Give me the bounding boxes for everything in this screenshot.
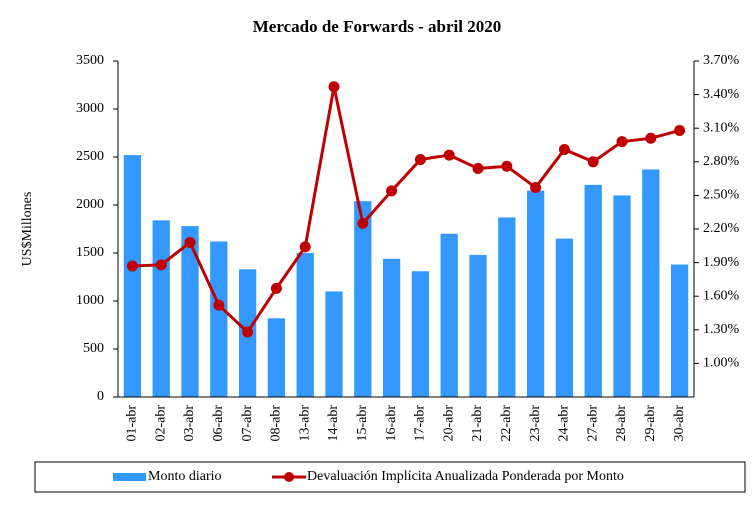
y2-tick-label: 1.60% <box>703 288 740 303</box>
y-tick-label: 0 <box>97 389 104 404</box>
x-tick-label: 16-abr <box>384 405 399 442</box>
line-marker <box>155 259 167 271</box>
line-marker <box>299 241 311 253</box>
y2-tick-label: 3.40% <box>703 87 740 102</box>
bar <box>152 220 170 397</box>
y2-tick-label: 1.90% <box>703 255 740 270</box>
line-marker <box>530 182 542 194</box>
x-tick-label: 03-abr <box>182 405 197 442</box>
legend-box <box>34 461 746 493</box>
y2-tick-label: 1.30% <box>703 322 740 337</box>
y-tick-label: 3000 <box>76 101 104 116</box>
line-marker <box>414 154 426 166</box>
x-tick-label: 27-abr <box>585 405 600 442</box>
legend-swatch <box>113 473 146 481</box>
x-tick-label: 30-abr <box>672 405 687 442</box>
bar <box>181 226 199 397</box>
y-tick-label: 2500 <box>76 149 104 164</box>
bar <box>382 258 401 397</box>
x-tick-label: 21-abr <box>470 405 485 442</box>
y2-tick-label: 3.10% <box>703 120 740 135</box>
bar <box>642 169 660 397</box>
x-tick-label: 02-abr <box>153 405 168 442</box>
y-tick-label: 1000 <box>76 293 104 308</box>
bar <box>354 201 372 397</box>
bar <box>267 318 286 397</box>
line-marker <box>184 236 196 248</box>
bar <box>670 264 689 397</box>
y-tick-label: 2000 <box>76 197 104 212</box>
bar <box>210 241 228 397</box>
bar <box>123 155 142 397</box>
line-marker <box>443 149 455 161</box>
y2-tick-label: 2.20% <box>703 221 740 236</box>
line-marker <box>501 160 513 172</box>
line-marker <box>587 156 599 168</box>
line-marker <box>357 217 369 229</box>
bar <box>526 190 545 397</box>
line-marker <box>645 132 657 144</box>
y2-tick-label: 3.70% <box>703 53 740 68</box>
y-tick-label: 3500 <box>76 53 104 68</box>
x-tick-label: 07-abr <box>240 405 255 442</box>
x-tick-label: 22-abr <box>499 405 514 442</box>
x-tick-label: 17-abr <box>413 405 428 442</box>
legend-marker <box>284 472 294 482</box>
line-marker <box>213 299 225 311</box>
bar <box>440 233 458 397</box>
bar <box>584 184 602 397</box>
y-tick-label: 500 <box>83 341 104 356</box>
bar <box>296 253 314 397</box>
line-marker <box>472 163 484 175</box>
y2-tick-label: 2.50% <box>703 188 740 203</box>
x-tick-label: 06-abr <box>211 405 226 442</box>
line-marker <box>270 282 282 294</box>
bar <box>469 254 487 397</box>
y2-tick-label: 1.00% <box>703 356 740 371</box>
bar <box>555 238 574 397</box>
y-axis-label: US$Millones <box>20 192 35 267</box>
line-marker <box>328 81 340 93</box>
legend-label: Devaluación Implícita Anualizada Pondera… <box>307 469 624 484</box>
x-tick-label: 29-abr <box>643 405 658 442</box>
line-marker <box>126 260 138 272</box>
y2-tick-label: 2.80% <box>703 154 740 169</box>
bar <box>411 271 430 397</box>
x-tick-label: 28-abr <box>614 405 629 442</box>
bar <box>498 217 516 397</box>
x-tick-label: 23-abr <box>528 405 543 442</box>
line-marker <box>386 185 398 197</box>
bar <box>613 195 631 397</box>
line-marker <box>242 326 254 338</box>
x-tick-label: 20-abr <box>441 405 456 442</box>
x-tick-label: 15-abr <box>355 405 370 442</box>
legend-label: Monto diario <box>148 469 222 484</box>
line-marker <box>558 143 570 155</box>
y-tick-label: 1500 <box>76 245 104 260</box>
x-tick-label: 01-abr <box>125 405 140 442</box>
line-marker <box>616 136 628 148</box>
x-tick-label: 13-abr <box>297 405 312 442</box>
x-tick-label: 08-abr <box>269 405 284 442</box>
line-marker <box>674 124 686 136</box>
x-tick-label: 14-abr <box>326 405 341 442</box>
chart-title: Mercado de Forwards - abril 2020 <box>253 17 502 36</box>
bar <box>325 291 343 397</box>
x-tick-label: 24-abr <box>557 405 572 442</box>
